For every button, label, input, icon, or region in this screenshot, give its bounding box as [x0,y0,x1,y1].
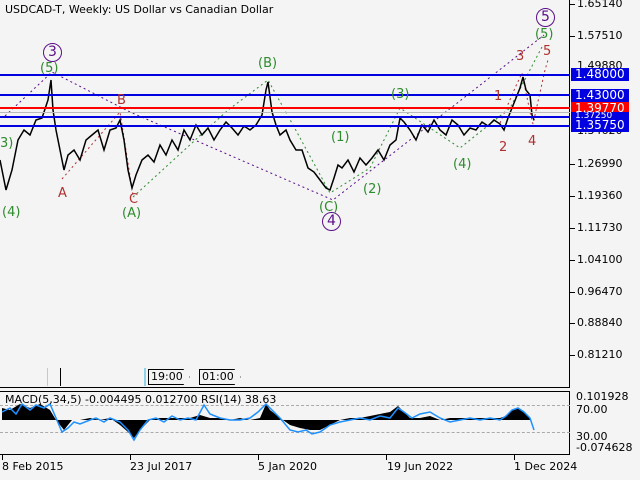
price-tick-label: 0.81210 [577,348,623,361]
wave-label-green-4b: (4) [453,157,472,172]
price-tick-label: 1.04100 [577,253,623,266]
price-tick [570,355,575,356]
wave-label-red-2: 2 [499,140,508,155]
wave-label-green-C: (C) [319,200,339,215]
level-line-1-39770[interactable] [0,107,570,109]
level-price-box-1-37250: 1.37250 [571,112,629,120]
time-axis-label: 5 Jan 2020 [258,460,317,473]
price-tick [570,323,575,324]
wave-label-red-B: B [117,93,126,108]
wave-label-red-3: 3 [516,49,525,64]
indicator-label: MACD(5,34,5) -0.004495 0.012700 RSI(14) … [5,393,277,406]
price-tick [570,228,575,229]
rsi-30-level-line [0,432,570,433]
wave-label-green-2: (2) [363,182,382,197]
price-tick-label: 1.26990 [577,157,623,170]
level-line-1-43000[interactable] [0,94,570,96]
time-axis-label: 23 Jul 2017 [130,460,193,473]
current-price-line [0,112,570,113]
level-price-box-1-39770: 1.39770 [571,102,629,115]
wave-label-red-4: 4 [528,134,537,149]
level-price-box-1-48000: 1.48000 [571,68,629,81]
time-tick [514,455,515,460]
wave-label-circled-3: 3 [43,43,62,62]
price-tick [570,164,575,165]
price-tick [570,196,575,197]
price-tick-label: 1.19360 [577,189,623,202]
price-tick-label: 0.96470 [577,285,623,298]
wave-label-red-C: C [129,192,139,207]
wave-label-red-A: A [58,186,67,201]
wave-label-green-3: (3) [391,87,410,102]
wave-label-green-5b: (5) [535,27,554,42]
wave-label-green-A: (A) [122,206,142,221]
wave-label-red-5: 5 [543,44,552,59]
indicator-scale-70: 70.00 [576,403,608,416]
time-marker-19-00[interactable]: 19:00 [148,369,190,385]
vertical-marker-left[interactable] [47,368,48,386]
wave-label-circled-4: 4 [322,212,341,231]
price-tick [570,36,575,37]
time-marker-01-00[interactable]: 01:00 [199,369,241,385]
time-tick [258,455,259,460]
price-tick-label: 1.65140 [577,0,623,10]
price-tick [570,4,575,5]
wave-label-green-B: (B) [258,56,278,71]
time-tick [2,455,3,460]
level-price-box-1-35750: 1.35750 [571,119,629,132]
level-line-1-48000[interactable] [0,74,570,76]
wave-label-green-1: (1) [331,130,350,145]
wave-label-green-4: (4) [2,205,21,220]
level-line-1-37250[interactable] [0,116,570,118]
rsi-70-level-line [0,405,570,406]
session-marker[interactable] [144,368,146,386]
indicator-scale-min: -0.074628 [576,441,633,454]
price-tick-label: 1.11730 [577,221,623,234]
time-tick [130,455,131,460]
chart-title: USDCAD-T, Weekly: US Dollar vs Canadian … [5,3,274,16]
level-price-box-1-43000: 1.43000 [571,89,629,102]
price-tick-label: 0.88840 [577,316,623,329]
indicator-plot [1,402,535,442]
indicator-scale-max: 0.101928 [576,390,629,403]
price-tick [570,260,575,261]
indicator-panel[interactable] [0,391,570,455]
time-axis-label: 19 Jun 2022 [387,460,454,473]
time-axis-label: 1 Dec 2024 [514,460,578,473]
wave-label-red-1: 1 [494,89,503,104]
time-tick [386,455,387,460]
price-tick [570,292,575,293]
indicator-scale-30: 30.00 [576,430,608,443]
wave-label-green-5: (5) [40,61,59,76]
price-chart-panel[interactable] [0,0,570,388]
wave-label-green-3-partial: 3) [0,136,14,151]
price-tick-label: 1.57510 [577,29,623,42]
time-axis-label: 8 Feb 2015 [2,460,64,473]
level-line-1-35750[interactable] [0,125,570,127]
wave-label-circled-5: 5 [536,8,555,27]
vertical-marker-right[interactable] [60,368,61,386]
